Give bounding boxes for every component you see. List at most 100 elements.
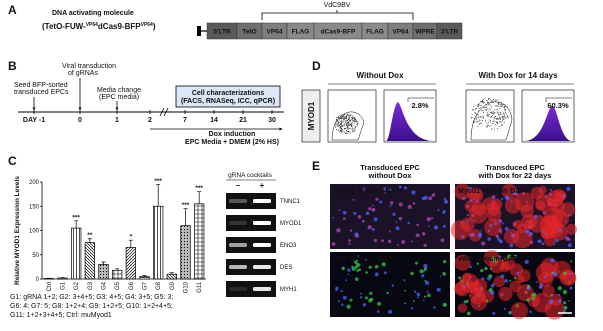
cell [563, 271, 567, 276]
cell [491, 195, 496, 200]
event-dot [496, 109, 497, 111]
annotation: Viral transduction [62, 63, 116, 70]
cell [351, 266, 356, 271]
event-dot [350, 121, 352, 123]
event-dot [357, 122, 359, 124]
cell [433, 306, 436, 309]
cell [403, 279, 406, 282]
event-dot [343, 125, 345, 127]
construct-part: VP64 [141, 22, 153, 28]
day-label: 30 [268, 117, 276, 124]
cell [497, 218, 503, 224]
column-title: with Dox for 22 days [478, 171, 552, 180]
cell [469, 199, 473, 202]
cell [509, 243, 514, 248]
bar [98, 264, 109, 280]
cell [504, 197, 522, 214]
y-tick-label: 200 [29, 180, 40, 186]
event-dot [475, 107, 477, 109]
error-bar [169, 272, 174, 275]
cell [504, 279, 508, 283]
event-dot [350, 132, 351, 134]
cell [514, 276, 517, 280]
cell [331, 242, 336, 246]
event-dot [487, 110, 489, 112]
cell [342, 217, 346, 221]
event-dot [345, 132, 347, 133]
y-axis-title: Relative MYOD1 Expression Levels [14, 176, 21, 285]
stain-label: Myod1 [333, 188, 355, 195]
cell [403, 186, 408, 190]
event-dot [481, 122, 483, 124]
event-dot [495, 117, 497, 119]
event-dot [477, 121, 479, 123]
event-dot [347, 128, 349, 130]
cell [428, 225, 430, 228]
cell [431, 193, 435, 197]
event-dot [491, 100, 493, 102]
event-dot [488, 99, 489, 100]
cell [471, 201, 486, 216]
event-dot [486, 111, 488, 113]
cell [492, 311, 496, 315]
event-dot [477, 114, 479, 116]
cell [341, 303, 344, 306]
cell [535, 200, 546, 211]
event-dot [500, 113, 502, 115]
stain-label: vWF [458, 256, 474, 263]
cell [423, 267, 428, 271]
cell [347, 273, 350, 275]
event-dot [350, 115, 352, 117]
end-cap [197, 26, 201, 36]
event-dot [482, 117, 484, 119]
cell [442, 224, 446, 228]
column-title: Transduced EPC [360, 163, 420, 172]
day-ticks: DAY -1 0 1 2 7 14 21 30 [23, 110, 276, 124]
cell [407, 204, 412, 210]
cell [424, 280, 426, 282]
event-dot [343, 114, 345, 116]
cell [490, 284, 495, 288]
cell [407, 221, 410, 225]
event-dot [348, 118, 350, 120]
event-dot [341, 132, 343, 134]
cell [442, 211, 446, 214]
event-dot [504, 105, 506, 107]
cell [418, 234, 421, 237]
cell [494, 259, 498, 263]
event-dot [483, 102, 485, 104]
bar [153, 205, 164, 280]
facs-panels: Without Dox 2.8% With Dox for 14 days 60.3% [327, 71, 575, 143]
cell [395, 226, 400, 231]
event-dot [500, 112, 501, 114]
gene-label: MYOD1 [280, 221, 302, 227]
cell [349, 298, 353, 302]
cell [345, 279, 348, 282]
event-dot [339, 118, 341, 120]
event-dot [484, 108, 486, 110]
event-dot [347, 119, 349, 120]
bar [194, 203, 205, 280]
event-dot [472, 109, 474, 111]
event-dot [498, 117, 500, 119]
y-tick-label: 0 [36, 277, 40, 283]
construct-label: WPRE [415, 29, 435, 36]
cell [550, 258, 555, 263]
cell [476, 262, 479, 265]
cell [377, 310, 380, 313]
condition-title: With Dox for 14 days [478, 71, 558, 80]
cell [487, 229, 491, 233]
cell [423, 263, 428, 269]
event-dot [346, 133, 348, 135]
event-dot [349, 123, 351, 125]
event-dot [344, 124, 346, 126]
event-dot [336, 129, 338, 130]
event-dot [482, 112, 484, 114]
event-dot [347, 119, 349, 121]
event-dot [348, 122, 350, 124]
row-label: MYOD1 [307, 101, 316, 130]
cell [340, 289, 343, 293]
event-dot [474, 121, 476, 123]
event-dot [497, 109, 499, 111]
